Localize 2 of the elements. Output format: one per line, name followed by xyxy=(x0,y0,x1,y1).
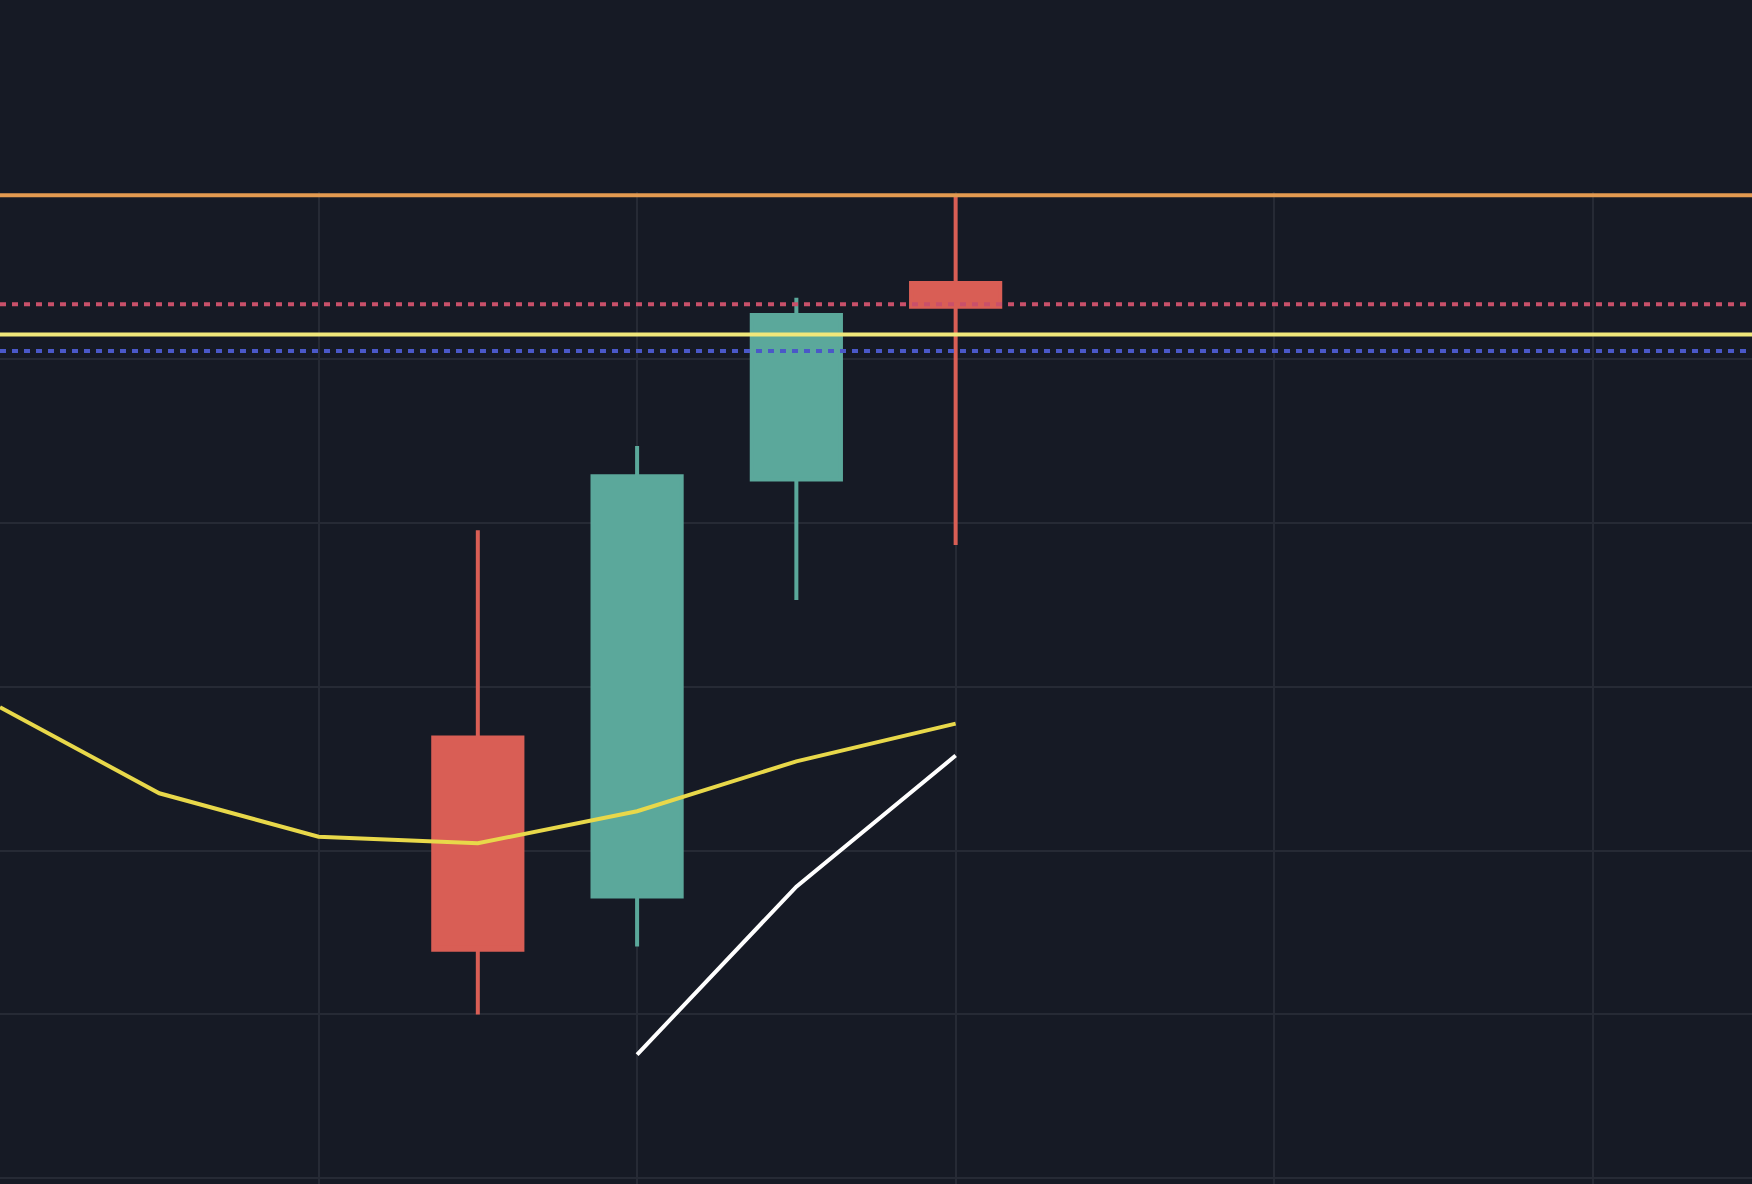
candlestick xyxy=(749,295,843,602)
candlestick xyxy=(431,528,525,1017)
